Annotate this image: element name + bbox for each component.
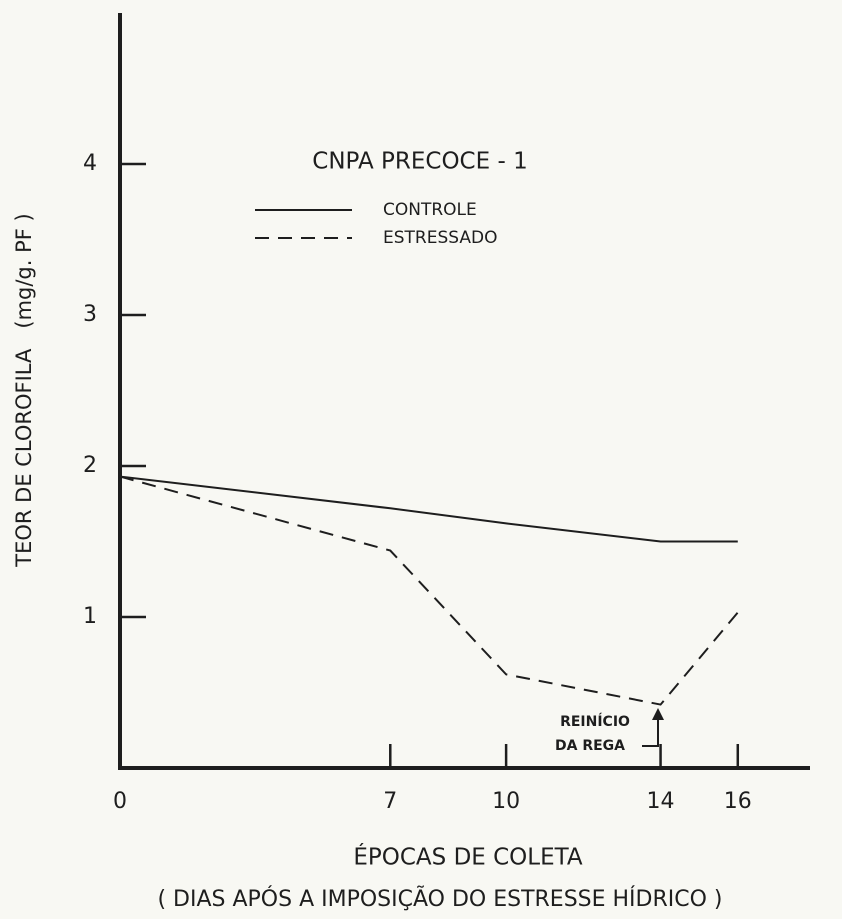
legend-label: ESTRESSADO [383,228,497,248]
y-axis-label: TEOR DE CLOROFILA (mg/g. PF ) [12,213,36,567]
annotation: REINÍCIO [560,713,630,730]
x-axis-label: ÉPOCAS DE COLETA [353,843,583,871]
x-tick-label: 10 [492,789,520,814]
annotation-arrowhead [652,708,664,720]
x-tick-label: 0 [113,789,127,814]
y-tick-label: 1 [83,604,97,629]
x-tick-label: 14 [647,789,675,814]
x-tick-label: 16 [724,789,752,814]
legend-label: CONTROLE [383,200,477,220]
annotation: DA REGA [555,738,625,754]
y-tick-label: 2 [83,453,97,478]
series-line [119,475,738,543]
annotation-arrow [642,716,659,747]
y-tick-label: 4 [83,151,97,176]
series-line [119,475,739,706]
chart-title: CNPA PRECOCE - 1 [312,149,527,175]
x-axis-subtitle: ( DIAS APÓS A IMPOSIÇÃO DO ESTRESSE HÍDR… [157,885,722,912]
y-tick-label: 3 [83,302,97,327]
x-tick-label: 7 [383,789,397,814]
